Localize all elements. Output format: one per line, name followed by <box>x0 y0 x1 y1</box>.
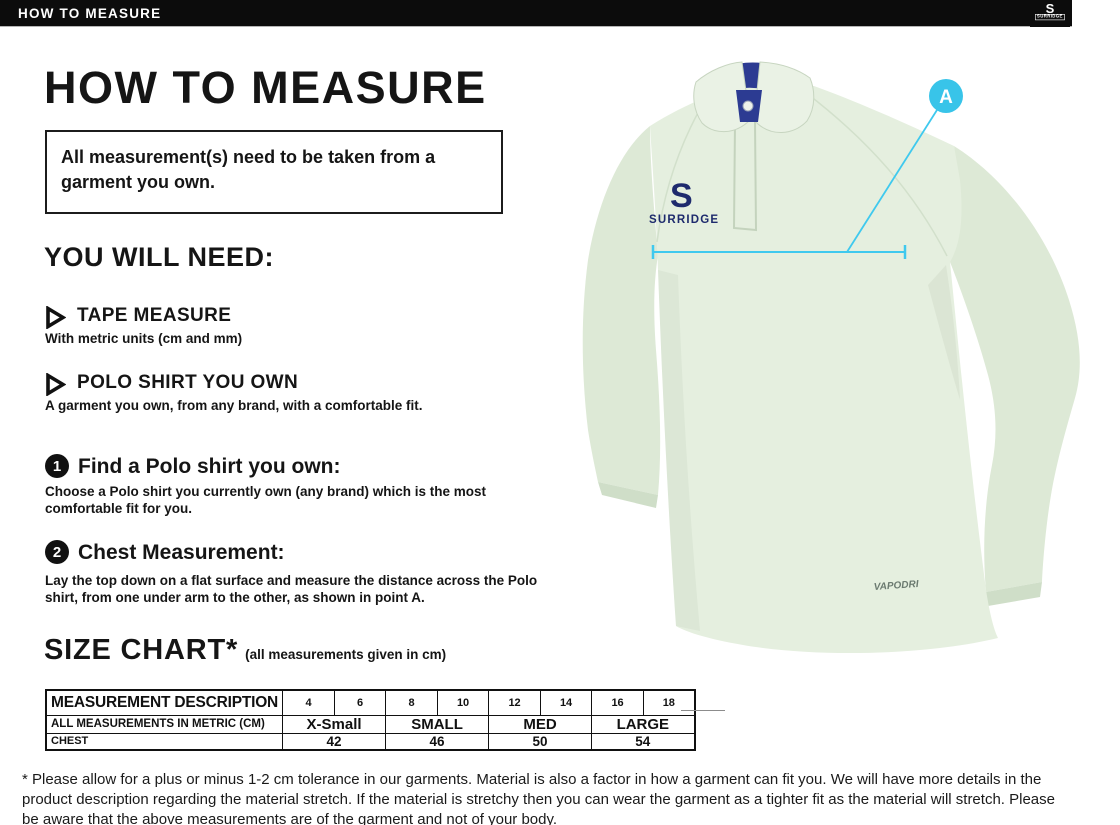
chest-label-cell: CHEST <box>45 732 284 751</box>
size-chart-subheading: (all measurements given in cm) <box>245 647 447 662</box>
point-a-badge <box>929 79 963 113</box>
top-bar: HOW TO MEASURE S SURRIDGE <box>0 0 1072 27</box>
table-header-row: MEASUREMENT DESCRIPTION 4 6 8 10 12 14 1… <box>45 689 696 716</box>
surridge-logo: S SURRIDGE <box>1030 0 1070 27</box>
fabric-brand-label: VAPODRI <box>873 579 919 593</box>
surridge-logo-wordmark: SURRIDGE <box>1035 14 1065 21</box>
shirt-logo-s-icon: S <box>670 177 693 215</box>
step-1-description: Choose a Polo shirt you currently own (a… <box>45 484 487 516</box>
size-chart-heading: SIZE CHART* <box>44 634 239 666</box>
size-group-cell: X-Small <box>282 714 387 734</box>
step-1-number-badge: 1 <box>45 454 69 478</box>
need-item-polo-shirt: POLO SHIRT YOU OWN <box>77 372 299 393</box>
chest-value-cell: 42 <box>282 732 387 751</box>
metric-label-cell: ALL MEASUREMENTS IN METRIC (CM) <box>45 714 284 734</box>
notice-box: All measurement(s) need to be taken from… <box>45 130 503 214</box>
size-group-cell: MED <box>488 714 593 734</box>
shirt-left-cuff <box>598 482 658 508</box>
chest-value-cell: 50 <box>488 732 593 751</box>
size-header-cell: 12 <box>488 689 542 716</box>
need-item-tape-measure: TAPE MEASURE <box>77 305 232 326</box>
size-chart-table: MEASUREMENT DESCRIPTION 4 6 8 10 12 14 1… <box>45 689 696 751</box>
chest-value-cell: 46 <box>385 732 490 751</box>
shirt-shading-underarm <box>928 265 960 400</box>
need-item-polo-shirt-desc: A garment you own, from any brand, with … <box>45 398 423 413</box>
top-bar-title: HOW TO MEASURE <box>18 6 162 21</box>
shirt-button <box>742 100 754 112</box>
step-2-number-badge: 2 <box>45 540 69 564</box>
table-size-group-row: ALL MEASUREMENTS IN METRIC (CM) X-Small … <box>45 714 696 734</box>
shirt-seam-right <box>804 91 948 257</box>
shirt-logo-wordmark: SURRIDGE <box>649 214 719 226</box>
shirt-right-sleeve <box>950 146 1080 592</box>
surridge-logo-s-icon: S <box>1045 1 1055 16</box>
size-group-cell: SMALL <box>385 714 490 734</box>
shirt-shading-left <box>658 270 700 631</box>
shirt-left-sleeve <box>582 126 661 495</box>
shirt-collar-left-flap <box>693 61 751 133</box>
table-extension-line <box>681 710 725 711</box>
point-a-label: A <box>939 87 953 108</box>
triangle-bullet-icon <box>45 372 67 401</box>
shirt-body <box>650 84 998 654</box>
size-header-cell: 14 <box>540 689 593 716</box>
step-2-title: Chest Measurement: <box>78 541 285 564</box>
need-item-tape-measure-desc: With metric units (cm and mm) <box>45 331 243 346</box>
size-header-cell: 10 <box>437 689 490 716</box>
shirt-placket-seam <box>732 121 758 232</box>
shirt-figure: S SURRIDGE VAPODRI A <box>558 30 1120 670</box>
triangle-bullet-icon <box>45 305 67 334</box>
size-group-cell: LARGE <box>591 714 696 734</box>
you-will-need-heading: YOU WILL NEED: <box>44 242 275 272</box>
step-1-title: Find a Polo shirt you own: <box>78 455 341 478</box>
size-header-cell: 16 <box>591 689 645 716</box>
footnote: * Please allow for a plus or minus 1-2 c… <box>22 771 1055 825</box>
chest-value-cell: 54 <box>591 732 696 751</box>
size-chart-heading-row: SIZE CHART* (all measurements given in c… <box>44 634 446 667</box>
size-header-cell: 4 <box>282 689 336 716</box>
polo-shirt-illustration: S SURRIDGE VAPODRI A <box>582 61 1080 654</box>
table-chest-row: CHEST 42 46 50 54 <box>45 732 696 751</box>
step-2-description: Lay the top down on a flat surface and m… <box>45 573 538 605</box>
size-chart: MEASUREMENT DESCRIPTION 4 6 8 10 12 14 1… <box>45 689 696 751</box>
shirt-collar-right-flap <box>753 61 815 133</box>
page-title: HOW TO MEASURE <box>44 62 487 113</box>
header-measurement-description: MEASUREMENT DESCRIPTION <box>45 689 284 716</box>
size-header-cell: 6 <box>334 689 387 716</box>
measure-line-diagonal <box>846 109 938 253</box>
shirt-right-cuff <box>986 582 1042 606</box>
size-header-cell: 8 <box>385 689 439 716</box>
size-header-cell: 18 <box>643 689 696 716</box>
